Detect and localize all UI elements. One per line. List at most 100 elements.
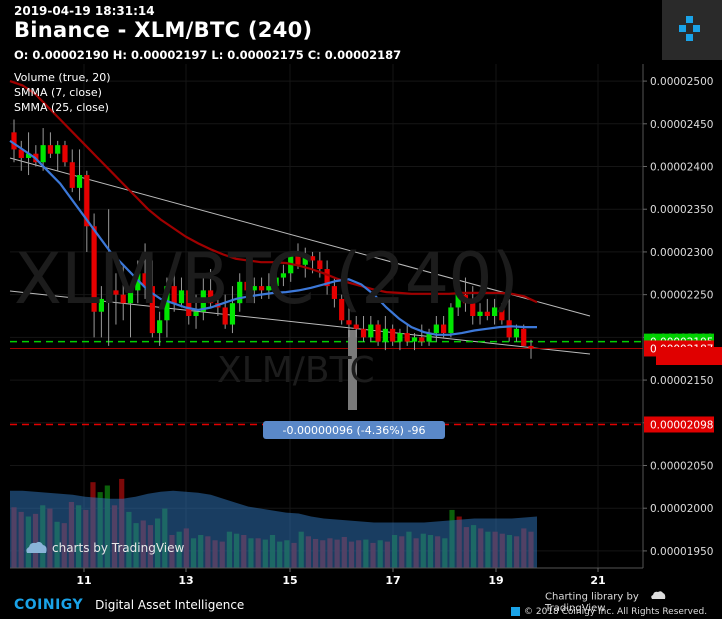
watermark-symbol-small: XLM/BTC: [217, 350, 375, 391]
candle-down: [11, 132, 17, 150]
charting-library-label: Charting library by: [545, 591, 639, 603]
candle-up: [98, 298, 104, 312]
candle-up: [25, 153, 32, 158]
brand-name[interactable]: COINIGY: [14, 597, 84, 613]
candle-down: [404, 333, 410, 342]
candle-up: [164, 286, 170, 321]
trendline-layer: -0.00000096 (-4.36%) -96: [9, 157, 643, 439]
ohlc-readout: O: 0.00002190 H: 0.00002197 L: 0.0000217…: [14, 48, 402, 62]
candle-up: [491, 307, 498, 316]
volume-ma-area: [10, 490, 537, 568]
candle-up: [426, 333, 432, 342]
indicator-volume[interactable]: Volume (true, 20): [14, 71, 111, 84]
candle-up: [135, 273, 141, 291]
y-tick-label: 0.00002500: [650, 76, 713, 88]
candle-down: [462, 294, 469, 304]
candle-down: [171, 286, 177, 304]
candle-down: [295, 256, 301, 265]
candle-down: [484, 311, 490, 316]
candle-up: [513, 328, 520, 338]
candle-down: [186, 290, 192, 316]
candle-up: [368, 324, 374, 338]
candle-down: [149, 286, 155, 334]
indicator-smma-7[interactable]: SMMA (7, close): [14, 86, 102, 99]
candle-down: [499, 307, 505, 321]
copyright: © 2018 Coinigy Inc. All Rights Reserved.: [511, 607, 707, 617]
candle-down: [375, 324, 381, 342]
measure-label-bg: [263, 421, 445, 439]
candle-up: [411, 337, 418, 342]
candle-up: [200, 290, 206, 312]
candle-up: [157, 320, 163, 334]
candle-down: [419, 337, 425, 342]
coinigy-small-icon: [511, 607, 520, 616]
brand-tagline: Digital Asset Intelligence: [95, 598, 245, 612]
measure-label: -0.00000096 (-4.36%) -96: [283, 424, 426, 437]
y-tick-label: 0.00002450: [650, 119, 713, 131]
candle-down: [470, 303, 476, 316]
price-label: 0.00002098: [650, 419, 713, 431]
candle-down: [258, 286, 265, 291]
candle-up: [178, 290, 185, 304]
candle-up: [55, 145, 61, 154]
candle-up: [477, 311, 483, 316]
candle-up: [448, 307, 454, 334]
candle-up: [40, 145, 46, 163]
candle-down: [317, 260, 323, 270]
smma-7-line: [9, 139, 537, 336]
tradingview-badge-label: charts by TradingView: [52, 541, 185, 555]
y-tick-label: 0.00002350: [650, 204, 713, 216]
candle-down: [84, 175, 90, 227]
candle-down: [69, 162, 75, 188]
candle-up: [229, 303, 236, 325]
y-tick-label: 0.00002050: [650, 460, 713, 472]
volume-layer: [10, 478, 537, 568]
candle-down: [339, 298, 345, 321]
candle-down: [353, 324, 359, 329]
candle-down: [18, 149, 24, 158]
indicator-smma-25[interactable]: SMMA (25, close): [14, 101, 109, 114]
candle-down: [222, 307, 228, 325]
x-tick-label: 15: [282, 574, 297, 587]
price-badge-extra: [656, 347, 722, 365]
candle-up: [193, 311, 199, 316]
y-tick-label: 0.00002150: [650, 375, 713, 387]
copyright-text: © 2018 Coinigy Inc. All Rights Reserved.: [524, 607, 708, 617]
x-tick-label: 21: [590, 574, 605, 587]
tradingview-badge[interactable]: charts by TradingView: [24, 540, 184, 557]
candle-down: [309, 256, 316, 261]
candle-down: [113, 290, 119, 295]
price-label-bg: [644, 416, 714, 433]
y-tick-label: 0.00002400: [650, 162, 713, 174]
candle-up: [302, 256, 308, 265]
candle-up: [280, 273, 287, 278]
candle-down: [390, 328, 396, 342]
candle-up: [273, 277, 279, 287]
candle-down: [208, 290, 214, 304]
candle-up: [382, 328, 388, 342]
candle-down: [441, 324, 447, 334]
candle-down: [91, 226, 97, 312]
tradingview-link[interactable]: TradingView: [545, 603, 606, 614]
candle-up: [106, 290, 112, 299]
x-tick-label: 11: [76, 574, 91, 587]
candle-up: [76, 175, 83, 188]
trendline-lower: [9, 290, 591, 355]
candle-down: [331, 286, 337, 299]
x-tick-label: 17: [385, 574, 400, 587]
candle-down: [346, 320, 352, 325]
charting-library-credit: Charting library by TradingView: [545, 590, 722, 614]
candle-up: [127, 290, 134, 304]
candle-up: [251, 286, 257, 291]
candle-up: [266, 286, 272, 291]
y-tick-label: 0.00001950: [650, 546, 713, 558]
x-tick-label: 19: [488, 574, 503, 587]
coinigy-logo-icon[interactable]: [662, 0, 722, 60]
smma-25-line: [9, 80, 538, 304]
x-tick-label: 13: [178, 574, 193, 587]
candle-down: [324, 269, 330, 287]
candle-down: [521, 328, 527, 346]
y-tick-label: 0.00002250: [650, 290, 713, 302]
candle-up: [397, 333, 403, 342]
